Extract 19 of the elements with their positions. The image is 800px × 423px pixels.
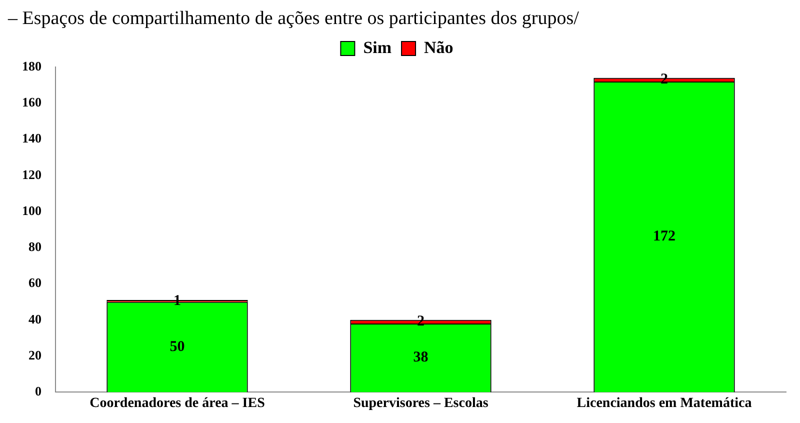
y-tick-label: 40 [28, 311, 42, 326]
y-tick-label: 80 [28, 239, 42, 254]
y-tick-label: 20 [28, 347, 42, 362]
legend-label: Não [424, 38, 454, 57]
y-tick-label: 160 [22, 94, 42, 110]
y-tick-label: 180 [22, 58, 42, 74]
data-label: 38 [413, 350, 428, 366]
y-tick-label: 140 [22, 130, 42, 146]
x-tick-label: Coordenadores de área – IES [90, 396, 266, 412]
chart-title: – Espaços de compartilhamento de ações entre os participantes dos grupos/ [8, 8, 580, 30]
data-label: 172 [653, 228, 676, 245]
x-tick-label: Supervisores – Escolas [353, 396, 489, 412]
x-tick-label: Licenciandos em Matemática [576, 396, 752, 412]
legend-label: Sim [363, 38, 392, 57]
y-tick-label: 0 [35, 384, 42, 399]
y-tick-label: 120 [22, 166, 42, 182]
y-tick-label: 100 [22, 202, 42, 218]
data-label: 50 [170, 338, 185, 355]
y-tick-label: 60 [28, 275, 42, 290]
